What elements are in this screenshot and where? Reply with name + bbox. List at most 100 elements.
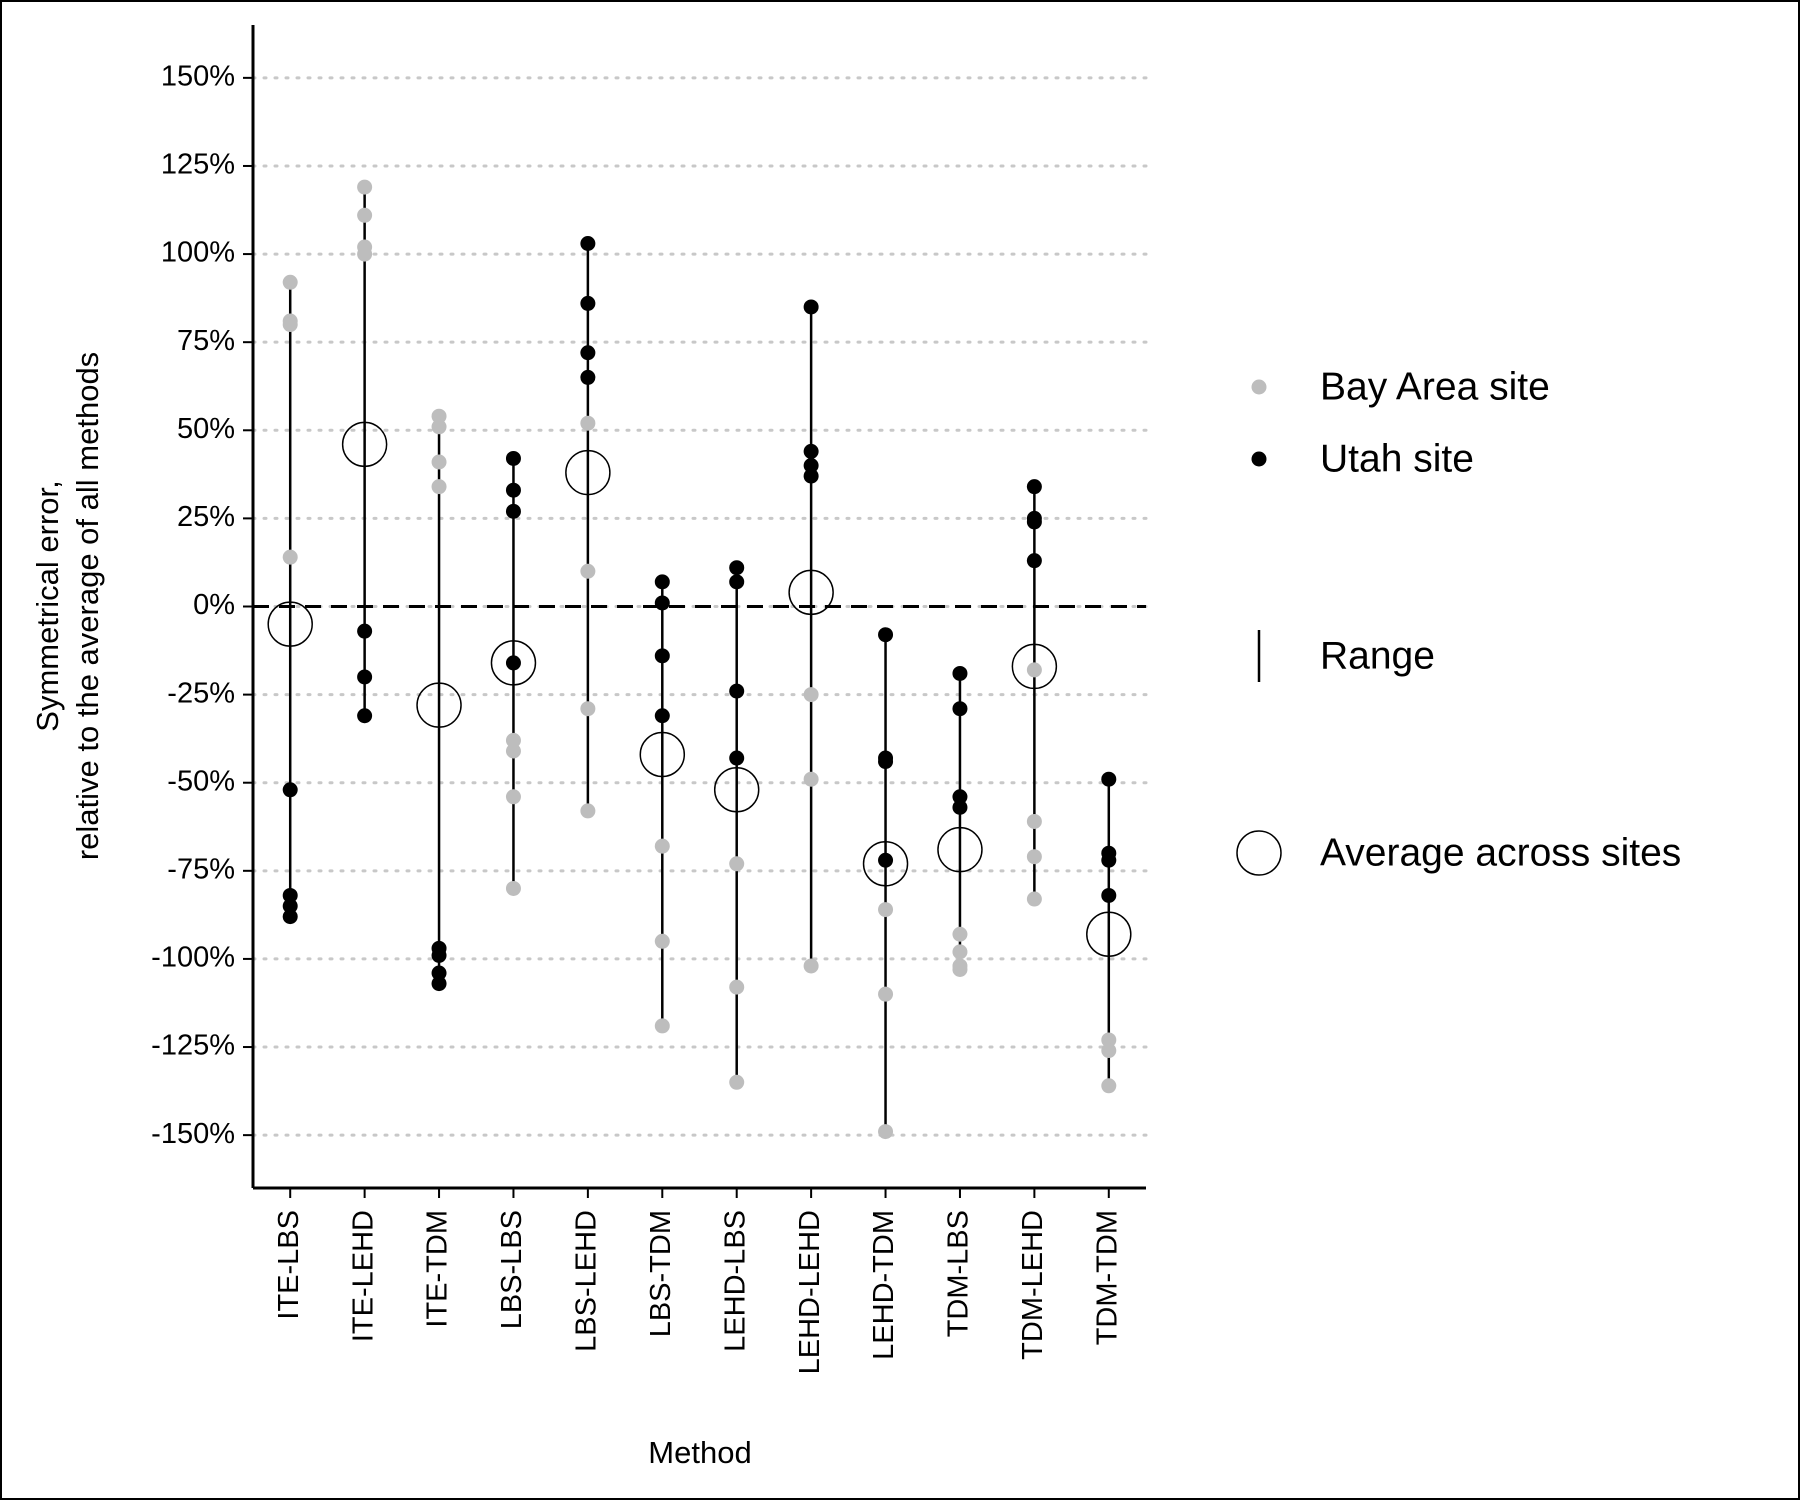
point — [357, 708, 373, 724]
x-tick-label: LBS-LBS — [496, 1210, 528, 1329]
point — [357, 179, 373, 195]
point — [878, 1124, 894, 1140]
point — [282, 549, 298, 565]
point — [431, 479, 447, 495]
legend-label: Average across sites — [1320, 831, 1681, 874]
legend-label: Utah site — [1320, 437, 1474, 480]
point — [505, 743, 521, 759]
x-tick-label: ITE-LBS — [273, 1210, 305, 1320]
point — [729, 750, 745, 766]
average-marker — [1086, 911, 1132, 958]
x-tick-label: ITE-TDM — [422, 1210, 454, 1328]
point — [952, 961, 968, 977]
point — [505, 450, 521, 466]
point — [1101, 852, 1117, 868]
y-tick-label: 100% — [161, 237, 235, 269]
point — [431, 408, 447, 424]
point — [878, 986, 894, 1002]
point — [1026, 849, 1042, 865]
average-marker — [341, 421, 388, 468]
point — [580, 415, 596, 431]
x-axis-title: Method — [648, 1435, 751, 1470]
point — [505, 880, 521, 896]
point — [431, 454, 447, 470]
point — [282, 782, 298, 798]
point — [654, 574, 670, 590]
point — [431, 419, 447, 435]
point — [654, 648, 670, 664]
average-marker — [713, 767, 760, 813]
point — [803, 458, 819, 474]
point — [878, 902, 894, 918]
point — [729, 856, 745, 872]
point — [803, 687, 819, 703]
point — [580, 236, 596, 252]
point — [431, 976, 447, 992]
point — [803, 958, 819, 974]
point — [1026, 662, 1042, 678]
x-tick-label: TDM-TDM — [1091, 1210, 1123, 1345]
y-tick-label: -25% — [167, 677, 235, 709]
point — [952, 944, 968, 960]
point — [1026, 479, 1042, 495]
point — [357, 246, 373, 262]
point — [580, 563, 596, 579]
point — [282, 317, 298, 333]
point — [1101, 1032, 1117, 1048]
point — [952, 926, 968, 942]
point — [580, 803, 596, 819]
point — [654, 595, 670, 611]
average-marker — [267, 601, 313, 647]
point — [729, 683, 745, 699]
x-tick-label: LEHD-TDM — [868, 1210, 900, 1360]
x-tick-label: LEHD-LEHD — [794, 1210, 826, 1374]
y-axis-title: relative to the average of all methods — [70, 352, 105, 860]
point — [1101, 771, 1117, 787]
y-tick-label: -75% — [167, 853, 235, 885]
point — [952, 701, 968, 717]
point — [1026, 514, 1042, 530]
point — [803, 299, 819, 315]
average-marker — [639, 731, 686, 778]
point — [1026, 553, 1042, 569]
point — [357, 623, 373, 639]
point — [803, 468, 819, 484]
y-tick-label: 50% — [177, 413, 235, 445]
point — [282, 898, 298, 914]
legend-label: Range — [1320, 634, 1435, 677]
point — [505, 482, 521, 498]
point — [505, 503, 521, 519]
point — [654, 838, 670, 854]
legend-swatch — [1236, 830, 1282, 876]
point — [580, 701, 596, 717]
average-marker — [416, 682, 462, 728]
point — [1101, 1043, 1117, 1059]
x-tick-label: ITE-LEHD — [347, 1210, 379, 1342]
point — [878, 852, 894, 868]
y-tick-label: 125% — [161, 149, 235, 181]
point — [282, 274, 298, 290]
x-tick-label: TDM-LEHD — [1017, 1210, 1049, 1360]
legend-swatch — [1251, 451, 1267, 467]
y-tick-label: -50% — [167, 765, 235, 797]
point — [282, 887, 298, 903]
y-tick-label: -150% — [151, 1118, 235, 1150]
point — [729, 574, 745, 590]
point — [654, 708, 670, 724]
y-tick-label: -100% — [151, 942, 235, 974]
x-tick-label: LBS-LEHD — [571, 1210, 603, 1352]
point — [580, 345, 596, 361]
point — [431, 965, 447, 981]
point — [654, 933, 670, 949]
y-tick-label: 150% — [161, 61, 235, 93]
point — [1101, 1078, 1117, 1094]
point — [729, 1074, 745, 1090]
point — [803, 443, 819, 459]
y-tick-label: -125% — [151, 1030, 235, 1062]
point — [580, 295, 596, 311]
point — [505, 655, 521, 671]
point — [1026, 891, 1042, 907]
